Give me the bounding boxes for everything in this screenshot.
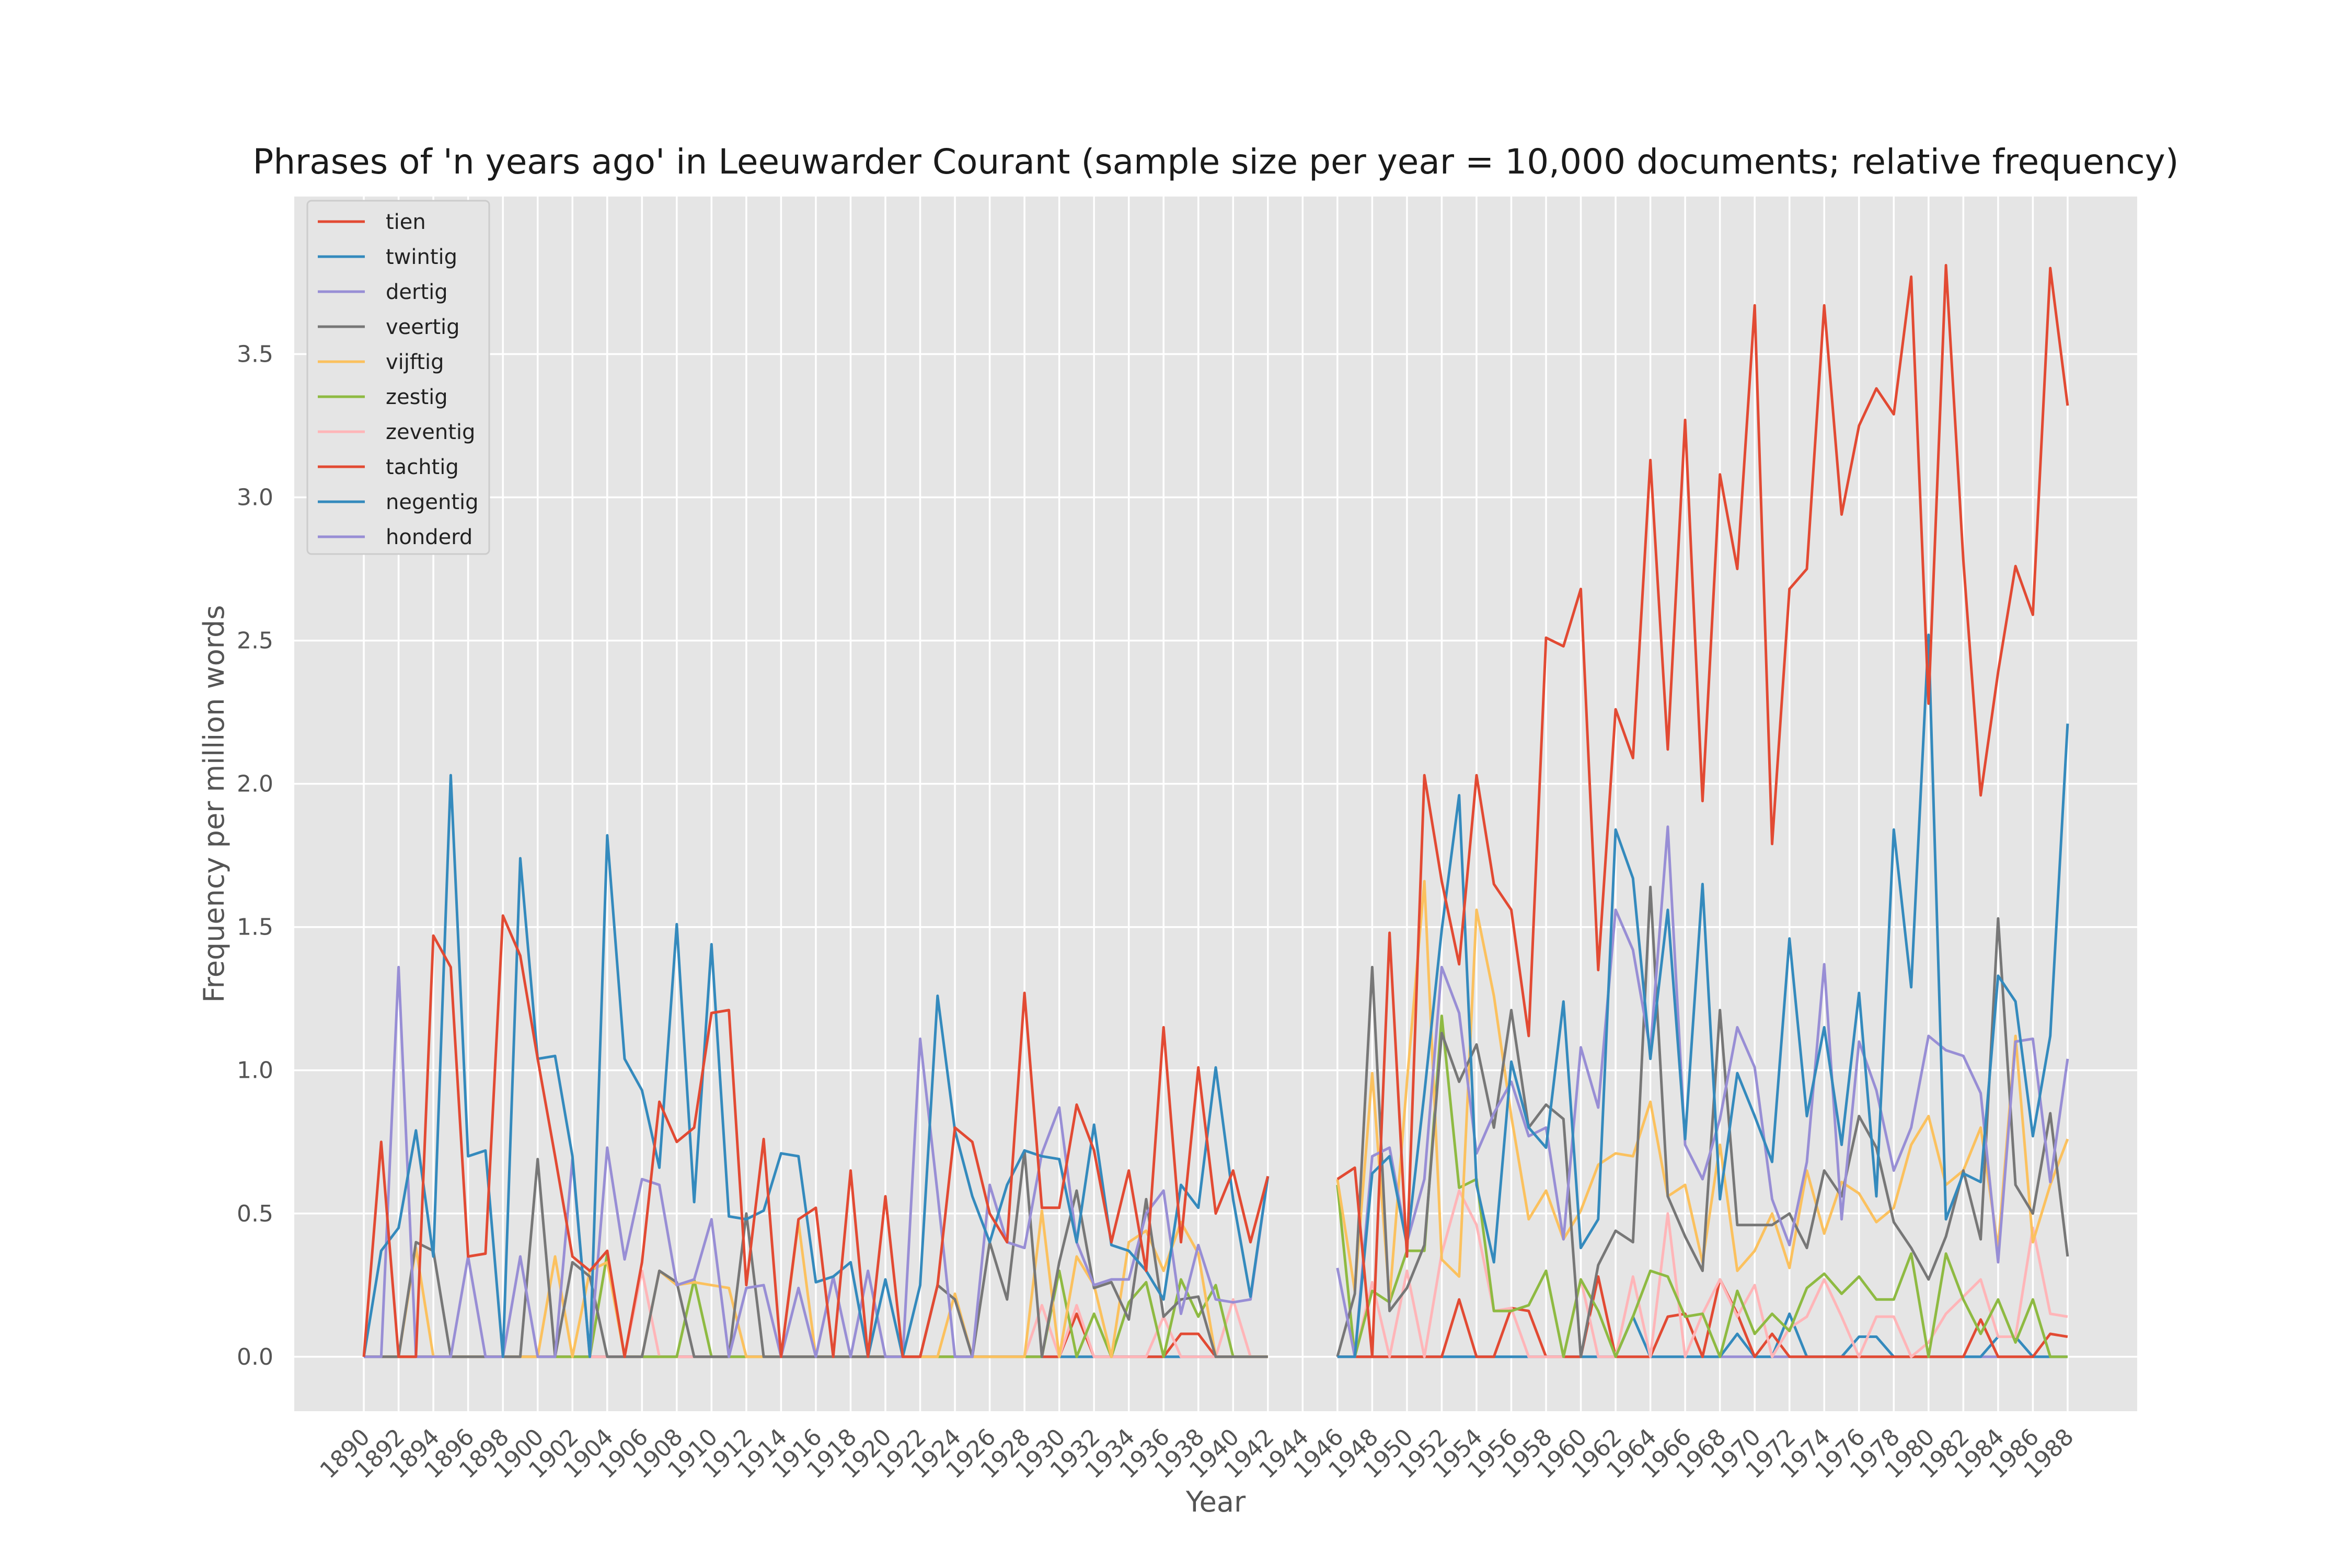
legend-label-zeventig: zeventig — [386, 420, 475, 444]
y-tick-label: 1.5 — [237, 914, 273, 941]
series-line-tien — [1336, 264, 2069, 1358]
series-line-dertig — [364, 965, 1270, 1358]
series-twintig — [362, 633, 2069, 1358]
y-tick-labels: 0.0 0.5 1.0 1.5 2.0 2.5 3.0 3.5 — [237, 341, 273, 1370]
legend-label-vijftig: vijftig — [386, 350, 444, 374]
x-tick-labels: 1890189218941896189819001902190419061908… — [315, 1424, 2079, 1484]
legend-label-veertig: veertig — [386, 315, 460, 339]
series-line-zestig — [1336, 1014, 2068, 1358]
series-line-twintig — [362, 774, 1270, 1358]
series-tien — [362, 264, 2069, 1358]
y-axis-label: Frequency per million words — [198, 605, 230, 1003]
y-tick-label: 0.0 — [237, 1344, 273, 1370]
plot-area — [294, 197, 2137, 1411]
legend: tien twintig dertig veertig vijftig zestig zev… — [306, 200, 490, 555]
legend-label-dertig: dertig — [386, 280, 448, 304]
y-tick-label: 2.0 — [237, 771, 273, 798]
series-lines — [362, 264, 2069, 1358]
series-dertig — [364, 825, 2069, 1358]
y-tick-label: 1.0 — [237, 1057, 273, 1084]
legend-label-twintig: twintig — [386, 245, 457, 269]
series-line-tachtig — [1337, 1275, 2068, 1358]
legend-label-zestig: zestig — [386, 385, 448, 409]
chart-title: Phrases of 'n years ago' in Leeuwarder C… — [253, 142, 2179, 182]
series-line-dertig — [1336, 825, 2069, 1358]
y-tick-label: 2.5 — [237, 628, 273, 654]
y-tick-label: 0.5 — [237, 1201, 273, 1227]
legend-label-tien: tien — [386, 210, 426, 234]
legend-label-negentig: negentig — [386, 490, 479, 514]
series-line-veertig — [1336, 885, 2069, 1358]
legend-label-honderd: honderd — [386, 525, 472, 549]
y-tick-label: 3.0 — [237, 485, 273, 511]
x-axis-label: Year — [1185, 1485, 1246, 1518]
series-line-twintig — [1337, 633, 2069, 1358]
legend-label-tachtig: tachtig — [386, 455, 459, 479]
y-tick-label: 3.5 — [237, 341, 273, 367]
series-line-tien — [362, 914, 1270, 1358]
